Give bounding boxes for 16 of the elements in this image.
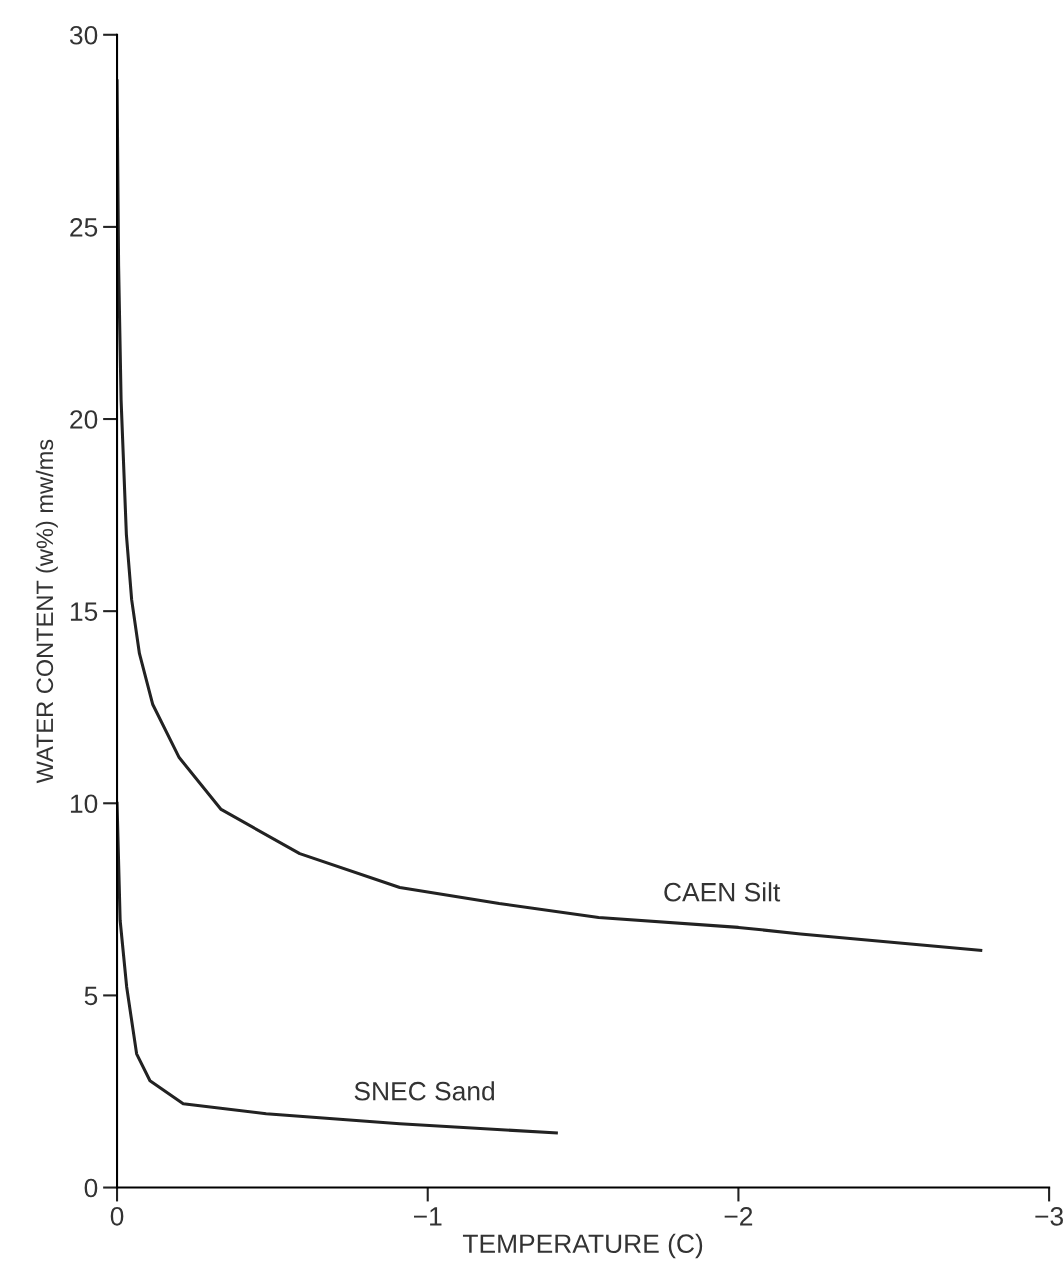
x-tick-label: −1	[413, 1207, 442, 1226]
y-tick-label: 5	[84, 986, 98, 1006]
y-tick-label: 30	[69, 25, 98, 45]
x-tick-label: −2	[724, 1206, 753, 1226]
y-tick-label: 20	[70, 410, 98, 429]
y-tick-label: 10	[70, 794, 98, 814]
x-axis-title: TEMPERATURE (C)	[462, 1233, 703, 1259]
y-tick-label: 25	[70, 218, 98, 237]
series-label: CAEN Silt	[664, 882, 781, 902]
y-tick-label: 0	[84, 1178, 98, 1198]
y-axis-title: WATER CONTENT (w%) mw/ms	[35, 439, 58, 784]
x-tick-label: 0	[110, 1206, 124, 1226]
line-series	[117, 79, 983, 952]
series-label: SNEC Sand	[354, 1081, 494, 1101]
x-tick-label: −3	[1035, 1206, 1063, 1226]
y-tick-label: 15	[70, 602, 98, 621]
